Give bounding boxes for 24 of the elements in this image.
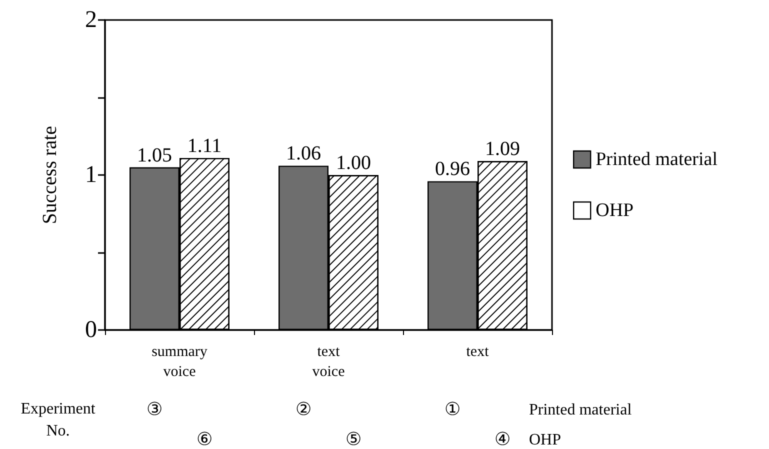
data-label: 1.06 xyxy=(286,142,321,165)
text: ⑤ xyxy=(346,429,362,449)
text: ② xyxy=(296,399,312,419)
y-tick-label: 0 xyxy=(85,317,97,343)
x-tick-label: summary voice xyxy=(152,344,208,380)
data-label: 1.11 xyxy=(187,134,222,157)
data-label: 0.96 xyxy=(435,158,470,180)
text: Experiment No. xyxy=(20,400,96,440)
text: Printed material xyxy=(529,402,632,418)
y-tick-label: 2 xyxy=(85,7,97,33)
x-tick-label: text xyxy=(466,344,490,360)
text: ① xyxy=(444,399,460,419)
y-axis-title: Success rate xyxy=(39,126,61,224)
data-label: 1.09 xyxy=(485,138,520,160)
text: ③ xyxy=(146,399,162,419)
x-tick-label: text voice xyxy=(312,344,346,380)
text: ⑥ xyxy=(196,429,212,449)
data-label: 1.05 xyxy=(137,144,172,166)
legend-label: OHP xyxy=(596,200,634,221)
legend-label: Printed material xyxy=(596,149,718,170)
y-tick-label: 1 xyxy=(85,162,97,188)
data-label: 1.00 xyxy=(336,152,371,174)
text: ④ xyxy=(494,429,510,449)
text: OHP xyxy=(529,432,562,448)
